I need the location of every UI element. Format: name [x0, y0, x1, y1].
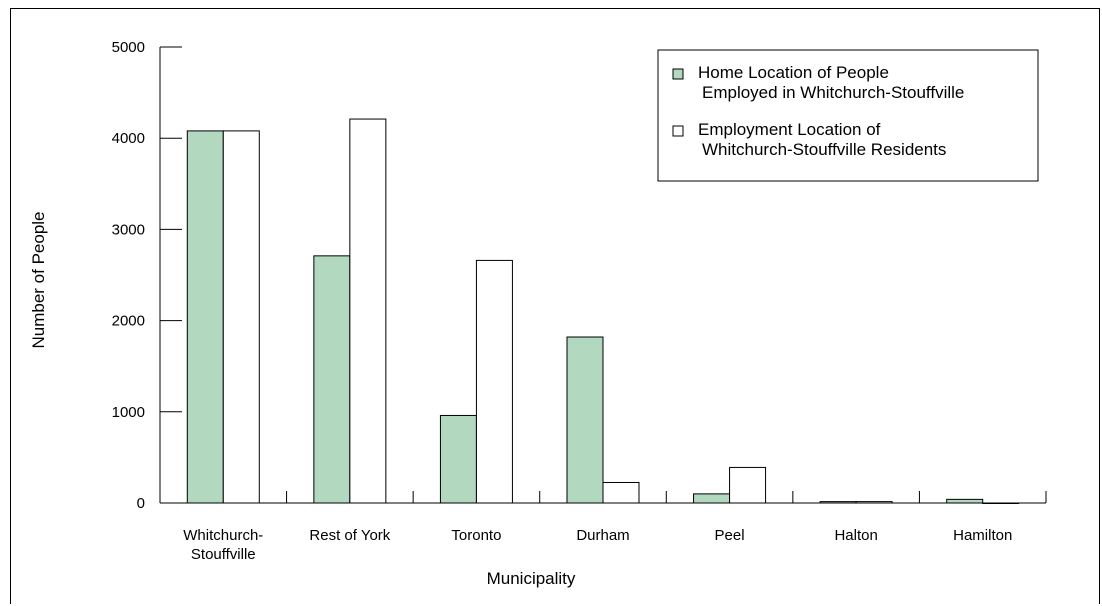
x-tick-label: Hamilton [953, 527, 1012, 544]
bar-series-2 [602, 481, 640, 504]
bar-series-2 [349, 118, 387, 504]
legend-label-line: Home Location of People [698, 63, 889, 82]
bar-series-1 [313, 255, 351, 504]
x-tick-label-line: Halton [834, 527, 877, 544]
x-axis-title: Municipality [487, 569, 576, 588]
y-axis-title: Number of People [29, 211, 48, 348]
bar-series-1 [439, 414, 477, 504]
x-tick-label-line: Toronto [451, 527, 501, 544]
legend-label: Home Location of People Employed in Whitc… [698, 63, 964, 102]
x-tick-label: Rest of York [309, 527, 390, 544]
x-tick-label-line: Whitchurch- [183, 527, 263, 544]
y-axis: 0 1000 2000 3000 4000 5000 [112, 39, 182, 512]
x-tick-label-line: Rest of York [309, 527, 390, 544]
x-tick-label-line: Hamilton [953, 527, 1012, 544]
legend-label-line: Employment Location of [698, 120, 881, 139]
legend-label-line: Whitchurch-Stouffville Residents [702, 140, 946, 159]
bars [186, 118, 1020, 504]
bar-series-1 [186, 130, 224, 504]
bar-series-1 [819, 501, 857, 504]
legend-swatch [672, 125, 684, 137]
bar-series-2 [222, 130, 260, 504]
x-tick-label: Peel [715, 527, 745, 544]
bar-series-2 [729, 466, 767, 504]
bar-series-1 [693, 493, 731, 504]
legend: Home Location of People Employed in Whitc… [657, 49, 1039, 182]
legend-swatch [672, 68, 684, 80]
x-tick-label: Halton [834, 527, 877, 544]
bar-series-1 [566, 336, 604, 504]
bar-series-2 [855, 501, 893, 504]
legend-label-line: Employed in Whitchurch-Stouffville [702, 83, 964, 102]
x-tick-label: Durham [576, 527, 629, 544]
y-tick-label: 2000 [112, 313, 145, 330]
legend-label: Employment Location of Whitchurch-Stouffv… [698, 120, 946, 159]
y-tick-label: 0 [137, 495, 145, 512]
y-tick-label: 1000 [112, 404, 145, 421]
legend-box [657, 49, 1039, 182]
x-tick-label-line: Durham [576, 527, 629, 544]
y-tick-label: 3000 [112, 221, 145, 238]
bar-series-2 [475, 259, 513, 504]
x-axis: Whitchurch- Stouffville Rest of York Toront… [160, 491, 1047, 563]
bar-series-1 [946, 498, 984, 504]
y-tick-label: 4000 [112, 130, 145, 147]
bar-series-2 [982, 502, 1020, 504]
x-tick-label: Whitchurch- Stouffville [183, 527, 263, 563]
x-tick-label: Toronto [451, 527, 501, 544]
x-tick-label-line: Peel [715, 527, 745, 544]
y-tick-label: 5000 [112, 39, 145, 56]
x-tick-label-line: Stouffville [191, 546, 256, 563]
